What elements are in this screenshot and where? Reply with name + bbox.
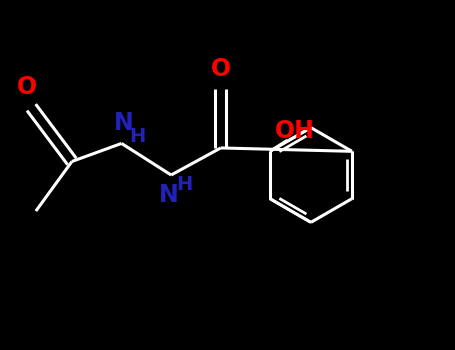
Text: H: H: [129, 127, 146, 146]
Text: H: H: [177, 175, 193, 194]
Text: O: O: [211, 57, 231, 81]
Text: O: O: [17, 75, 37, 99]
Text: N: N: [159, 183, 179, 207]
Text: OH: OH: [275, 119, 315, 143]
Text: N: N: [114, 111, 134, 135]
